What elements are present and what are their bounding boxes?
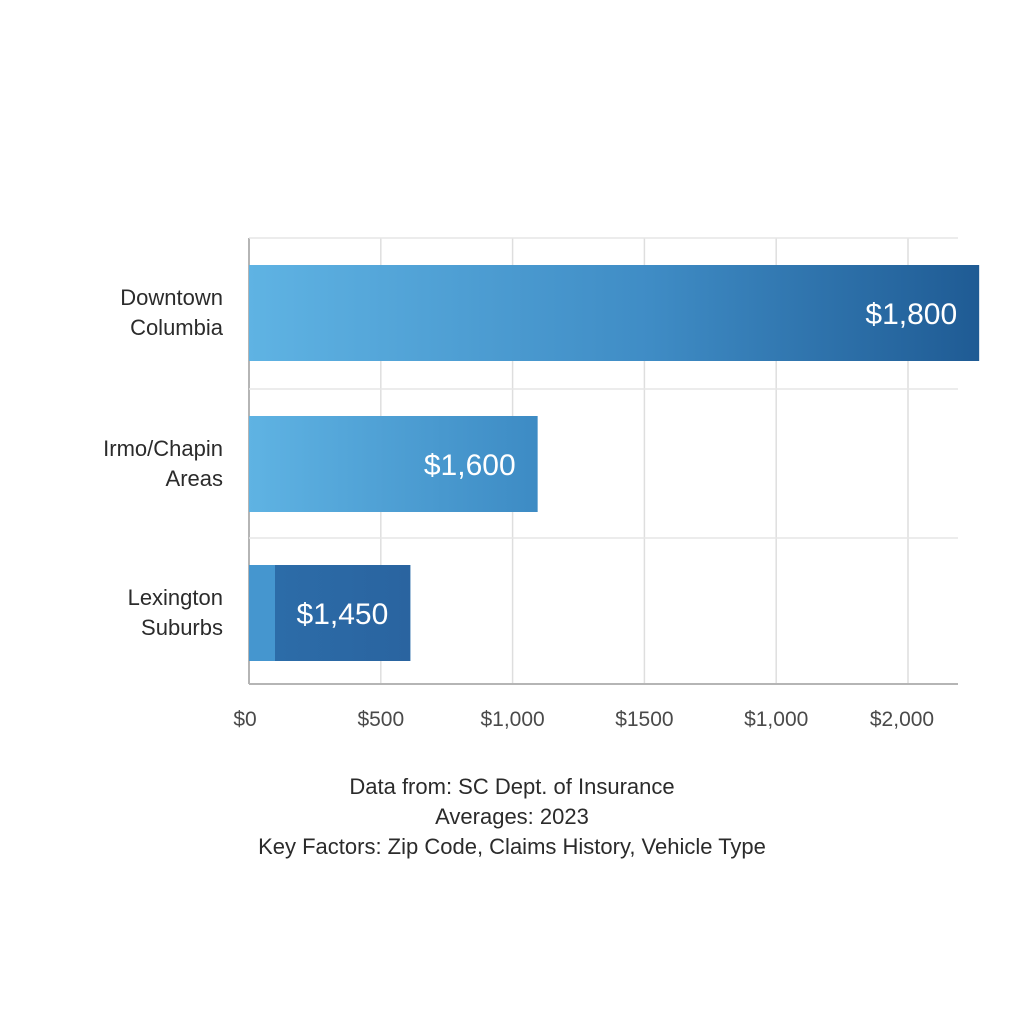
category-label-line: Downtown bbox=[120, 285, 223, 310]
category-label-line: Irmo/Chapin bbox=[103, 436, 223, 461]
data-label: $1,450 bbox=[297, 598, 389, 631]
x-tick-label: $1,000 bbox=[744, 708, 808, 731]
category-label: Irmo/Chapin Areas bbox=[103, 436, 223, 491]
x-tick-label: $1500 bbox=[615, 708, 673, 731]
x-tick-label: $500 bbox=[357, 708, 404, 731]
x-axis-ticks: $0 $500 $1,000 $1500 $1,000 $2,000 bbox=[233, 708, 934, 731]
bar-lexington-suburbs bbox=[275, 565, 411, 661]
category-label-line: Columbia bbox=[130, 315, 224, 340]
bars: $1,800 $1,600 $1,450 bbox=[249, 265, 980, 661]
bar-irmo-chapin-areas bbox=[249, 416, 538, 512]
bar-downtown-columbia bbox=[249, 265, 980, 361]
category-label: Downtown Columbia bbox=[120, 285, 223, 340]
category-label-line: Suburbs bbox=[141, 615, 223, 640]
category-label-line: Areas bbox=[166, 466, 223, 491]
chart-notes: Data from: SC Dept. of Insurance Average… bbox=[0, 772, 1024, 862]
data-label: $1,800 bbox=[865, 298, 957, 331]
y-axis-categories: Downtown Columbia Irmo/Chapin Areas Lexingto… bbox=[103, 285, 224, 640]
x-tick-label: $0 bbox=[233, 708, 256, 731]
note-factors: Key Factors: Zip Code, Claims History, V… bbox=[258, 834, 766, 859]
x-tick-label: $2,000 bbox=[870, 708, 934, 731]
note-year: Averages: 2023 bbox=[435, 804, 589, 829]
data-label: $1,600 bbox=[424, 449, 516, 482]
note-source: Data from: SC Dept. of Insurance bbox=[349, 774, 675, 799]
x-tick-label: $1,000 bbox=[480, 708, 544, 731]
category-label: Lexington Suburbs bbox=[128, 585, 223, 640]
category-label-line: Lexington bbox=[128, 585, 223, 610]
